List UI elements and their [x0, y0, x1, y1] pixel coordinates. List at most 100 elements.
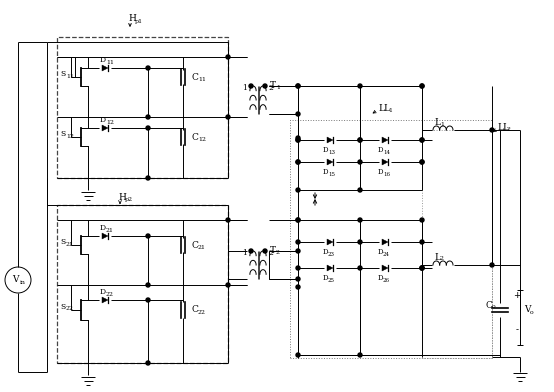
Bar: [290, 120, 492, 358]
Circle shape: [420, 84, 424, 88]
Text: 25: 25: [328, 278, 335, 283]
Circle shape: [420, 266, 424, 270]
Circle shape: [296, 160, 300, 164]
Text: D: D: [323, 248, 329, 256]
Text: D: D: [100, 288, 106, 296]
Text: D: D: [323, 168, 329, 176]
Polygon shape: [102, 297, 108, 303]
Circle shape: [249, 84, 253, 88]
Circle shape: [296, 136, 300, 140]
Circle shape: [358, 84, 362, 88]
Circle shape: [296, 84, 300, 88]
Circle shape: [490, 263, 494, 267]
Text: D: D: [378, 248, 383, 256]
Circle shape: [146, 115, 150, 119]
Circle shape: [420, 218, 424, 222]
Text: L: L: [434, 118, 440, 127]
Text: 26: 26: [383, 278, 390, 283]
Text: 11: 11: [66, 74, 74, 78]
Circle shape: [296, 188, 300, 192]
Text: V: V: [12, 276, 18, 285]
Polygon shape: [102, 125, 108, 131]
Text: C: C: [191, 241, 198, 249]
Text: 21: 21: [106, 227, 114, 232]
Circle shape: [296, 138, 300, 142]
Circle shape: [226, 55, 230, 59]
Circle shape: [296, 218, 300, 222]
Text: 16: 16: [383, 172, 390, 176]
Circle shape: [358, 266, 362, 270]
Circle shape: [296, 218, 300, 222]
Text: H: H: [118, 192, 126, 201]
Circle shape: [263, 249, 267, 253]
Text: 12: 12: [198, 136, 206, 142]
Circle shape: [358, 160, 362, 164]
Text: D: D: [323, 146, 329, 154]
Text: 13: 13: [328, 149, 335, 154]
Circle shape: [296, 84, 300, 88]
Text: p2: p2: [125, 196, 133, 201]
Circle shape: [296, 112, 300, 116]
Polygon shape: [327, 137, 333, 143]
Circle shape: [296, 277, 300, 281]
Circle shape: [296, 266, 300, 270]
Circle shape: [296, 160, 300, 164]
Polygon shape: [327, 239, 333, 245]
Polygon shape: [382, 159, 388, 165]
Bar: [57, 37, 228, 178]
Bar: [57, 205, 228, 363]
Text: LL: LL: [497, 123, 509, 131]
Polygon shape: [102, 233, 108, 239]
Polygon shape: [102, 65, 108, 71]
Text: 14: 14: [383, 149, 390, 154]
Text: +: +: [513, 290, 521, 299]
Text: D: D: [100, 56, 106, 64]
Circle shape: [420, 160, 424, 164]
Text: S: S: [60, 238, 65, 246]
Text: 22: 22: [66, 307, 74, 312]
Text: D: D: [378, 146, 383, 154]
Text: in: in: [20, 281, 26, 285]
Text: 21: 21: [66, 241, 74, 247]
Text: L: L: [434, 252, 440, 261]
Text: 2: 2: [507, 127, 511, 131]
Circle shape: [146, 298, 150, 302]
Text: D: D: [378, 274, 383, 282]
Circle shape: [420, 138, 424, 142]
Text: LL: LL: [378, 103, 390, 113]
Text: 1: 1: [440, 122, 444, 127]
Text: 11: 11: [198, 76, 206, 82]
Circle shape: [420, 84, 424, 88]
Circle shape: [296, 285, 300, 289]
Text: D: D: [378, 168, 383, 176]
Circle shape: [249, 249, 253, 253]
Text: 21: 21: [198, 245, 206, 249]
Circle shape: [146, 176, 150, 180]
Circle shape: [420, 266, 424, 270]
Text: 24: 24: [383, 252, 390, 256]
Circle shape: [296, 353, 300, 357]
Circle shape: [296, 138, 300, 142]
Text: 1: 1: [276, 85, 280, 89]
Polygon shape: [382, 265, 388, 271]
Circle shape: [146, 66, 150, 70]
Circle shape: [420, 266, 424, 270]
Text: V: V: [524, 305, 531, 314]
Circle shape: [490, 128, 494, 132]
Text: 1: 1: [243, 84, 248, 92]
Polygon shape: [327, 265, 333, 271]
Text: S: S: [60, 70, 65, 78]
Circle shape: [226, 218, 230, 222]
Text: o: o: [492, 305, 496, 310]
Text: D: D: [100, 116, 106, 124]
Text: 2: 2: [269, 84, 274, 92]
Text: 2: 2: [276, 249, 280, 254]
Polygon shape: [327, 159, 333, 165]
Circle shape: [358, 138, 362, 142]
Bar: [422, 130, 492, 358]
Text: -: -: [516, 325, 519, 334]
Text: 12: 12: [106, 120, 114, 125]
Circle shape: [146, 126, 150, 130]
Text: D: D: [100, 224, 106, 232]
Text: 22: 22: [106, 292, 114, 296]
